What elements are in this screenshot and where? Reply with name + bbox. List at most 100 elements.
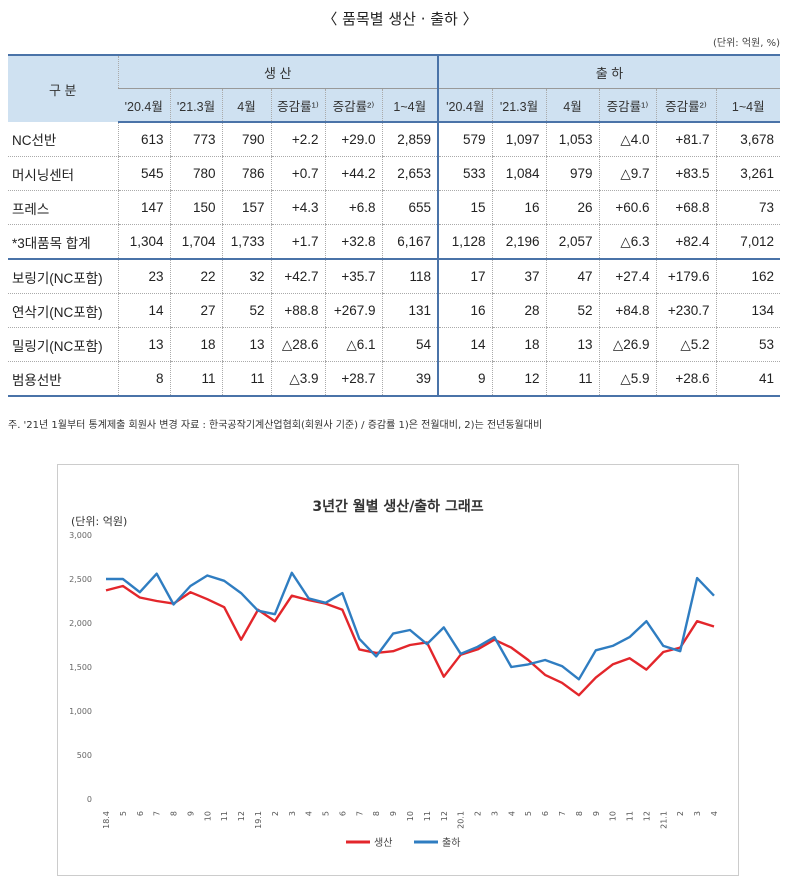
y-tick-label: 3,000 (69, 531, 92, 540)
table-cell: 2,859 (381, 122, 438, 157)
series-line-출하 (106, 571, 715, 681)
x-tick-label: 9 (592, 811, 601, 816)
table-cell: +60.6 (598, 190, 656, 225)
table-cell: +2.2 (270, 122, 325, 157)
shipment-subheader: '20.4월 (437, 88, 492, 123)
x-tick-label: 12 (642, 811, 651, 821)
table-cell: △6.3 (598, 224, 656, 260)
table-cell: 16 (491, 190, 546, 225)
production-subheader: 증감률²⁾ (324, 88, 382, 123)
row-item-label: 프레스 (8, 190, 118, 225)
x-tick-label: 6 (541, 811, 550, 816)
table-cell: 41 (715, 361, 780, 397)
table-cell: 579 (437, 122, 492, 157)
table-cell: 2,653 (381, 156, 438, 191)
y-tick-label: 1,500 (69, 663, 92, 672)
table-cell: △28.6 (270, 327, 325, 362)
table-cell: 13 (545, 327, 599, 362)
x-tick-label: 7 (558, 811, 567, 816)
table-cell: 6,167 (381, 224, 438, 260)
x-tick-label: 10 (203, 811, 212, 821)
table-row: *3대품목 합계 1,304 1,704 1,733 +1.7 +32.8 6,167 1,1… (8, 224, 780, 260)
x-axis-ticks: 18.4 5 6 7 8 9 10 11 12 19.1 2 3 4 5 6 7 8 9 10 11 12 20.1 2 3 4… (102, 811, 719, 829)
table-cell: 979 (545, 156, 599, 191)
table-cell: 26 (545, 190, 599, 225)
table-row: 머시닝센터 545 780 786 +0.7 +44.2 2,653 533 1,084 979 △… (8, 156, 780, 191)
chart-container: 3년간 월별 생산/출하 그래프 (단위: 억원) 0 500 1,000 1,500… (57, 464, 739, 876)
x-tick-label: 8 (575, 811, 584, 816)
table-cell: 9 (437, 361, 492, 397)
x-tick-label: 20.1 (457, 811, 466, 829)
x-tick-label: 10 (406, 811, 415, 821)
shipment-subheader: 증감률¹⁾ (598, 88, 656, 123)
table-cell: 1,704 (169, 224, 222, 260)
series-line-생산 (105, 584, 715, 697)
x-tick-label: 10 (609, 811, 618, 821)
line-chart: 3년간 월별 생산/출하 그래프 (단위: 억원) 0 500 1,000 1,500… (69, 498, 719, 849)
table-body: NC선반 613 773 790 +2.2 +29.0 2,859 579 1,097 1,053… (8, 122, 780, 397)
table-cell: 11 (545, 361, 599, 397)
table-cell: 2,057 (545, 224, 599, 260)
table-cell: 2,196 (491, 224, 546, 260)
table-cell: 39 (381, 361, 438, 397)
x-tick-label: 6 (338, 811, 347, 816)
table-cell: +28.6 (655, 361, 716, 397)
shipment-subheader: '21.3월 (491, 88, 546, 123)
table-cell: 14 (437, 327, 492, 362)
table-cell: 54 (381, 327, 438, 362)
table-cell: 1,084 (491, 156, 546, 191)
table-cell: 131 (381, 293, 438, 328)
y-tick-label: 1,000 (69, 707, 92, 716)
x-tick-label: 11 (220, 811, 229, 821)
table-cell: 7,012 (715, 224, 780, 260)
table-cell: +267.9 (324, 293, 382, 328)
table-title: 〈 품목별 생산 · 출하 〉 (322, 10, 478, 28)
x-tick-label: 7 (355, 811, 364, 816)
y-tick-label: 0 (87, 795, 92, 804)
table-cell: +28.7 (324, 361, 382, 397)
production-subheader: 증감률¹⁾ (270, 88, 325, 123)
table-cell: 8 (117, 361, 170, 397)
table-cell: 13 (117, 327, 170, 362)
table-cell: 655 (381, 190, 438, 225)
table-cell: +44.2 (324, 156, 382, 191)
x-tick-label: 12 (440, 811, 449, 821)
x-tick-label: 12 (237, 811, 246, 821)
shipment-subheader: 4월 (545, 88, 599, 123)
chart-legend: 생산 출하 (346, 836, 460, 849)
y-axis-ticks: 0 500 1,000 1,500 2,000 2,500 3,000 (69, 531, 92, 804)
x-tick-label: 5 (322, 811, 331, 816)
y-tick-label: 2,000 (69, 619, 92, 628)
table-cell: 150 (169, 190, 222, 225)
table-cell: 22 (169, 259, 222, 294)
table-row: 보링기(NC포함) 23 22 32 +42.7 +35.7 118 17 37 47 +27.4 +… (8, 259, 780, 294)
table-cell: 3,678 (715, 122, 780, 157)
table-cell: +6.8 (324, 190, 382, 225)
table-cell: 16 (437, 293, 492, 328)
production-subheader: 1~4월 (381, 88, 438, 123)
table-cell: +179.6 (655, 259, 716, 294)
table-row: 밀링기(NC포함) 13 18 13 △28.6 △6.1 54 14 18 13 △26.9 △5.… (8, 327, 780, 362)
x-tick-label: 5 (119, 811, 128, 816)
table-cell: △26.9 (598, 327, 656, 362)
table-row: 범용선반 8 11 11 △3.9 +28.7 39 9 12 11 △5.9 +28.6 41 (8, 361, 780, 397)
x-tick-label: 8 (170, 811, 179, 816)
table-cell: 1,053 (545, 122, 599, 157)
row-item-label: NC선반 (8, 122, 118, 157)
shipment-group-header: 출 하 (437, 54, 780, 89)
production-subheader: '21.3월 (169, 88, 222, 123)
table-cell: 11 (221, 361, 271, 397)
table-cell: +0.7 (270, 156, 325, 191)
table-row: 프레스 147 150 157 +4.3 +6.8 655 15 16 26 +60.6 +68.8 7… (8, 190, 780, 225)
production-shipment-table: 구 분 생 산 출 하 '20.4월 '21.3월 4월 증감률¹⁾ 증감률²⁾ 1~4월… (8, 54, 780, 397)
table-row: NC선반 613 773 790 +2.2 +29.0 2,859 579 1,097 1,053… (8, 122, 780, 157)
row-item-label: 연삭기(NC포함) (8, 293, 118, 328)
x-tick-label: 4 (305, 811, 314, 816)
table-cell: 28 (491, 293, 546, 328)
table-cell: △5.9 (598, 361, 656, 397)
table-cell: 545 (117, 156, 170, 191)
table-cell: 32 (221, 259, 271, 294)
table-cell: 786 (221, 156, 271, 191)
table-cell: 18 (169, 327, 222, 362)
table-cell: 134 (715, 293, 780, 328)
